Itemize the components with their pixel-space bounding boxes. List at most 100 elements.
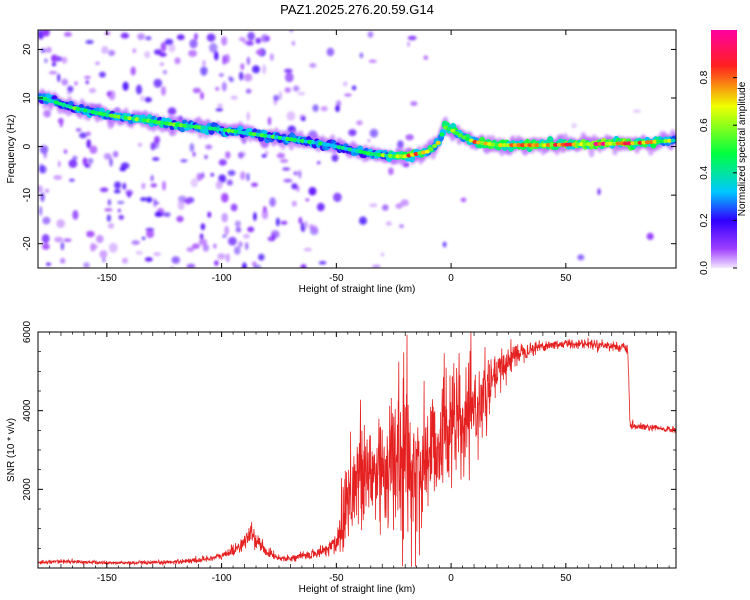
heatmap-noise-blob <box>107 199 112 206</box>
heatmap-noise-blob <box>42 216 51 225</box>
heatmap-noise-blob <box>86 139 91 149</box>
heatmap-noise-blob <box>63 238 72 242</box>
heatmap-noise-blob <box>108 90 116 101</box>
heatmap-noise-blob <box>214 51 219 61</box>
heatmap-noise-blob <box>318 261 327 265</box>
heatmap-noise-blob <box>56 219 65 229</box>
heatmap-noise-blob <box>117 200 125 205</box>
heatmap-noise-blob <box>82 157 88 166</box>
heatmap-noise-blob <box>200 223 206 231</box>
heatmap-ridge-core <box>428 147 434 152</box>
heatmap-noise-blob <box>246 172 250 182</box>
heatmap-noise-blob <box>291 200 297 207</box>
heatmap-ridge-core <box>542 143 548 148</box>
heatmap-ridge-core <box>560 142 566 147</box>
heatmap-noise-blob <box>275 217 280 227</box>
heatmap-noise-blob <box>189 143 195 152</box>
heatmap-noise-blob <box>316 202 325 212</box>
heatmap-noise-blob <box>312 225 318 234</box>
heatmap-noise-blob <box>407 41 411 47</box>
heatmap-ridge-core <box>633 141 640 145</box>
heatmap-noise-blob <box>146 230 155 238</box>
heatmap-noise-blob <box>298 217 303 224</box>
heatmap-noise-blob <box>646 232 654 240</box>
heatmap-noise-blob <box>304 220 308 229</box>
heatmap-ridge-core <box>622 141 629 146</box>
heatmap-noise-blob <box>238 152 244 159</box>
heatmap-noise-blob <box>117 208 122 213</box>
heatmap-noise-blob <box>185 199 191 205</box>
heatmap-noise-blob <box>130 66 136 76</box>
heatmap-noise-blob <box>201 172 205 179</box>
heatmap-noise-blob <box>103 153 112 160</box>
heatmap-xtick-label: 50 <box>560 273 572 284</box>
heatmap-noise-blob <box>255 37 261 44</box>
heatmap-noise-blob <box>269 197 276 207</box>
heatmap-noise-blob <box>217 253 226 260</box>
heatmap-noise-blob <box>159 62 164 66</box>
heatmap-noise-blob <box>261 154 267 158</box>
heatmap-noise-blob <box>243 73 253 82</box>
heatmap-noise-blob <box>367 138 371 143</box>
heatmap-ridge-core <box>424 149 430 154</box>
heatmap-ridge-core <box>512 143 519 148</box>
heatmap-noise-blob <box>45 188 50 193</box>
heatmap-noise-blob <box>238 241 243 248</box>
heatmap-noise-blob <box>44 58 48 63</box>
heatmap-noise-blob <box>101 46 109 54</box>
heatmap-xlabel: Height of straight line (km) <box>299 284 416 295</box>
heatmap-ridge-core <box>520 143 526 148</box>
heatmap-noise-blob <box>198 238 208 246</box>
heatmap-noise-blob <box>368 59 377 63</box>
heatmap-noise-blob <box>174 57 181 65</box>
heatmap-noise-blob <box>140 197 147 202</box>
heatmap-noise-blob <box>48 71 58 75</box>
heatmap-noise-blob <box>146 196 153 203</box>
heatmap-noise-blob <box>150 183 158 188</box>
heatmap-noise-blob <box>118 214 124 220</box>
heatmap-noise-blob <box>150 174 154 182</box>
heatmap-noise-blob <box>104 31 111 36</box>
heatmap-noise-blob <box>272 233 276 242</box>
heatmap-noise-blob <box>140 95 145 102</box>
heatmap-noise-blob <box>234 220 241 228</box>
heatmap-noise-blob <box>188 49 198 57</box>
heatmap-noise-blob <box>293 85 300 92</box>
heatmap-noise-blob <box>291 183 298 190</box>
heatmap-ridge <box>38 88 676 166</box>
heatmap-noise-blob <box>305 198 310 202</box>
heatmap-noise-blob <box>344 93 352 97</box>
heatmap-noise-blob <box>351 85 357 91</box>
snr-xtick-label: -150 <box>97 573 117 584</box>
heatmap-noise-blob <box>57 160 61 168</box>
heatmap-noise-blob <box>407 35 417 41</box>
heatmap-noise-blob <box>199 233 204 240</box>
heatmap-noise-blob <box>300 222 306 232</box>
heatmap-noise-blob <box>74 81 78 86</box>
heatmap-ridge-core <box>578 142 585 147</box>
snr-ytick-label: 4000 <box>22 399 33 422</box>
heatmap-noise-blob <box>162 180 166 191</box>
heatmap-noise-blob <box>192 87 202 94</box>
heatmap-ridge-core <box>391 154 397 159</box>
heatmap-noise-blob <box>144 97 152 103</box>
heatmap-noise-blob <box>40 192 45 202</box>
heatmap-noise-blob <box>85 40 94 44</box>
heatmap-ridge-core <box>509 143 515 148</box>
heatmap-noise-blob <box>239 71 244 81</box>
heatmap-noise-blob <box>91 244 99 249</box>
heatmap-noise-blob <box>571 122 577 129</box>
heatmap-ridge-core <box>505 143 511 148</box>
heatmap-noise-blob <box>230 95 238 100</box>
heatmap-noise-blob <box>256 49 264 55</box>
heatmap-noise-blob <box>72 155 78 161</box>
heatmap-noise-blob <box>284 68 293 74</box>
heatmap-noise-blob <box>160 86 167 96</box>
heatmap-ridge-core <box>582 142 588 147</box>
heatmap-noise-blob <box>176 215 184 223</box>
heatmap-noise-blob <box>320 106 328 112</box>
colorbar-ticks: 0.0 0.2 0.4 0.6 0.8 <box>699 70 737 275</box>
